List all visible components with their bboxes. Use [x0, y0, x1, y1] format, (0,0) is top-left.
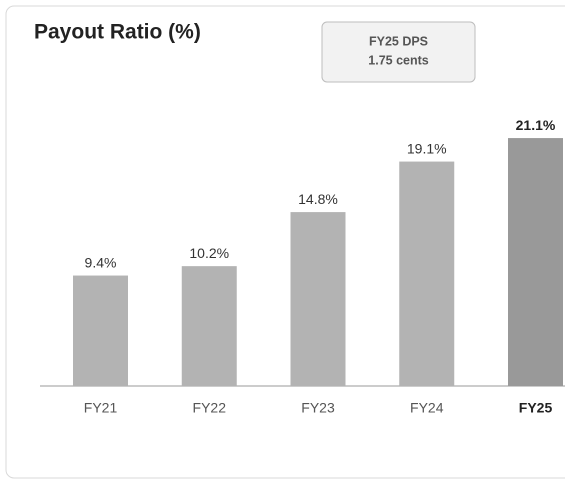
chart-title: Payout Ratio (%) [34, 21, 201, 44]
bar [181, 266, 237, 386]
value-label: 10.2% [189, 245, 229, 261]
x-tick-label: FY23 [301, 400, 335, 416]
bar [290, 212, 346, 386]
bar [73, 275, 128, 386]
annotation-box [321, 21, 476, 83]
value-label: 14.8% [298, 191, 338, 207]
annotation: FY25 DPS [369, 34, 428, 48]
value-label: 21.1% [516, 117, 556, 133]
annotation: 1.75 cents [368, 53, 429, 67]
value-label: 19.1% [407, 140, 447, 156]
bar [508, 138, 563, 386]
x-tick-label: FY22 [193, 400, 227, 416]
bar [399, 161, 455, 386]
x-tick-label: FY25 [519, 400, 553, 416]
x-tick-label: FY24 [410, 400, 444, 416]
x-tick-label: FY21 [84, 400, 118, 416]
value-label: 9.4% [85, 254, 117, 270]
